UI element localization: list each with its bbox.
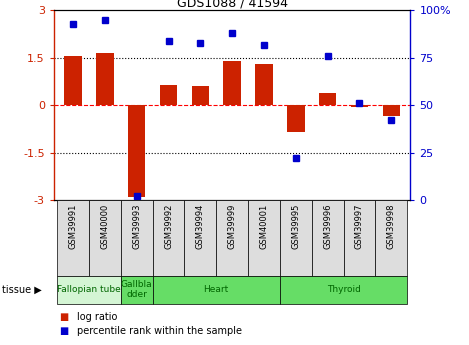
Text: GSM39993: GSM39993 — [132, 204, 141, 249]
Text: GSM39999: GSM39999 — [227, 204, 237, 249]
Text: Gallbla
dder: Gallbla dder — [121, 280, 152, 299]
Text: GSM39991: GSM39991 — [68, 204, 77, 249]
Bar — [57, 276, 121, 304]
Bar — [312, 200, 343, 276]
Text: GSM39996: GSM39996 — [323, 204, 332, 249]
Text: Heart: Heart — [204, 285, 229, 294]
Text: percentile rank within the sample: percentile rank within the sample — [77, 326, 242, 336]
Bar — [319, 92, 336, 105]
Bar — [96, 53, 113, 105]
Text: GSM39994: GSM39994 — [196, 204, 205, 249]
Text: Fallopian tube: Fallopian tube — [57, 285, 121, 294]
Bar — [383, 105, 400, 116]
Bar — [280, 276, 407, 304]
Text: GSM39995: GSM39995 — [291, 204, 300, 249]
Bar — [351, 105, 368, 107]
Bar — [287, 105, 304, 132]
Bar — [255, 64, 273, 105]
Text: log ratio: log ratio — [77, 313, 118, 322]
Text: tissue ▶: tissue ▶ — [2, 285, 42, 295]
Bar — [343, 200, 375, 276]
Text: GSM40001: GSM40001 — [259, 204, 268, 249]
Title: GDS1088 / 41594: GDS1088 / 41594 — [177, 0, 287, 9]
Bar — [191, 86, 209, 105]
Text: ■: ■ — [59, 326, 68, 336]
Text: GSM39997: GSM39997 — [355, 204, 364, 249]
Text: ■: ■ — [59, 313, 68, 322]
Bar — [64, 56, 82, 105]
Text: GSM40000: GSM40000 — [100, 204, 109, 249]
Bar — [121, 276, 152, 304]
Bar — [223, 61, 241, 105]
Bar — [160, 85, 177, 105]
Bar — [128, 105, 145, 197]
Bar — [152, 200, 184, 276]
Bar — [184, 200, 216, 276]
Bar — [375, 200, 407, 276]
Text: Thyroid: Thyroid — [326, 285, 361, 294]
Bar — [57, 200, 89, 276]
Bar — [248, 200, 280, 276]
Bar — [121, 200, 152, 276]
Bar — [280, 200, 312, 276]
Text: GSM39992: GSM39992 — [164, 204, 173, 249]
Bar — [89, 200, 121, 276]
Bar — [216, 200, 248, 276]
Text: GSM39998: GSM39998 — [387, 204, 396, 249]
Bar — [152, 276, 280, 304]
